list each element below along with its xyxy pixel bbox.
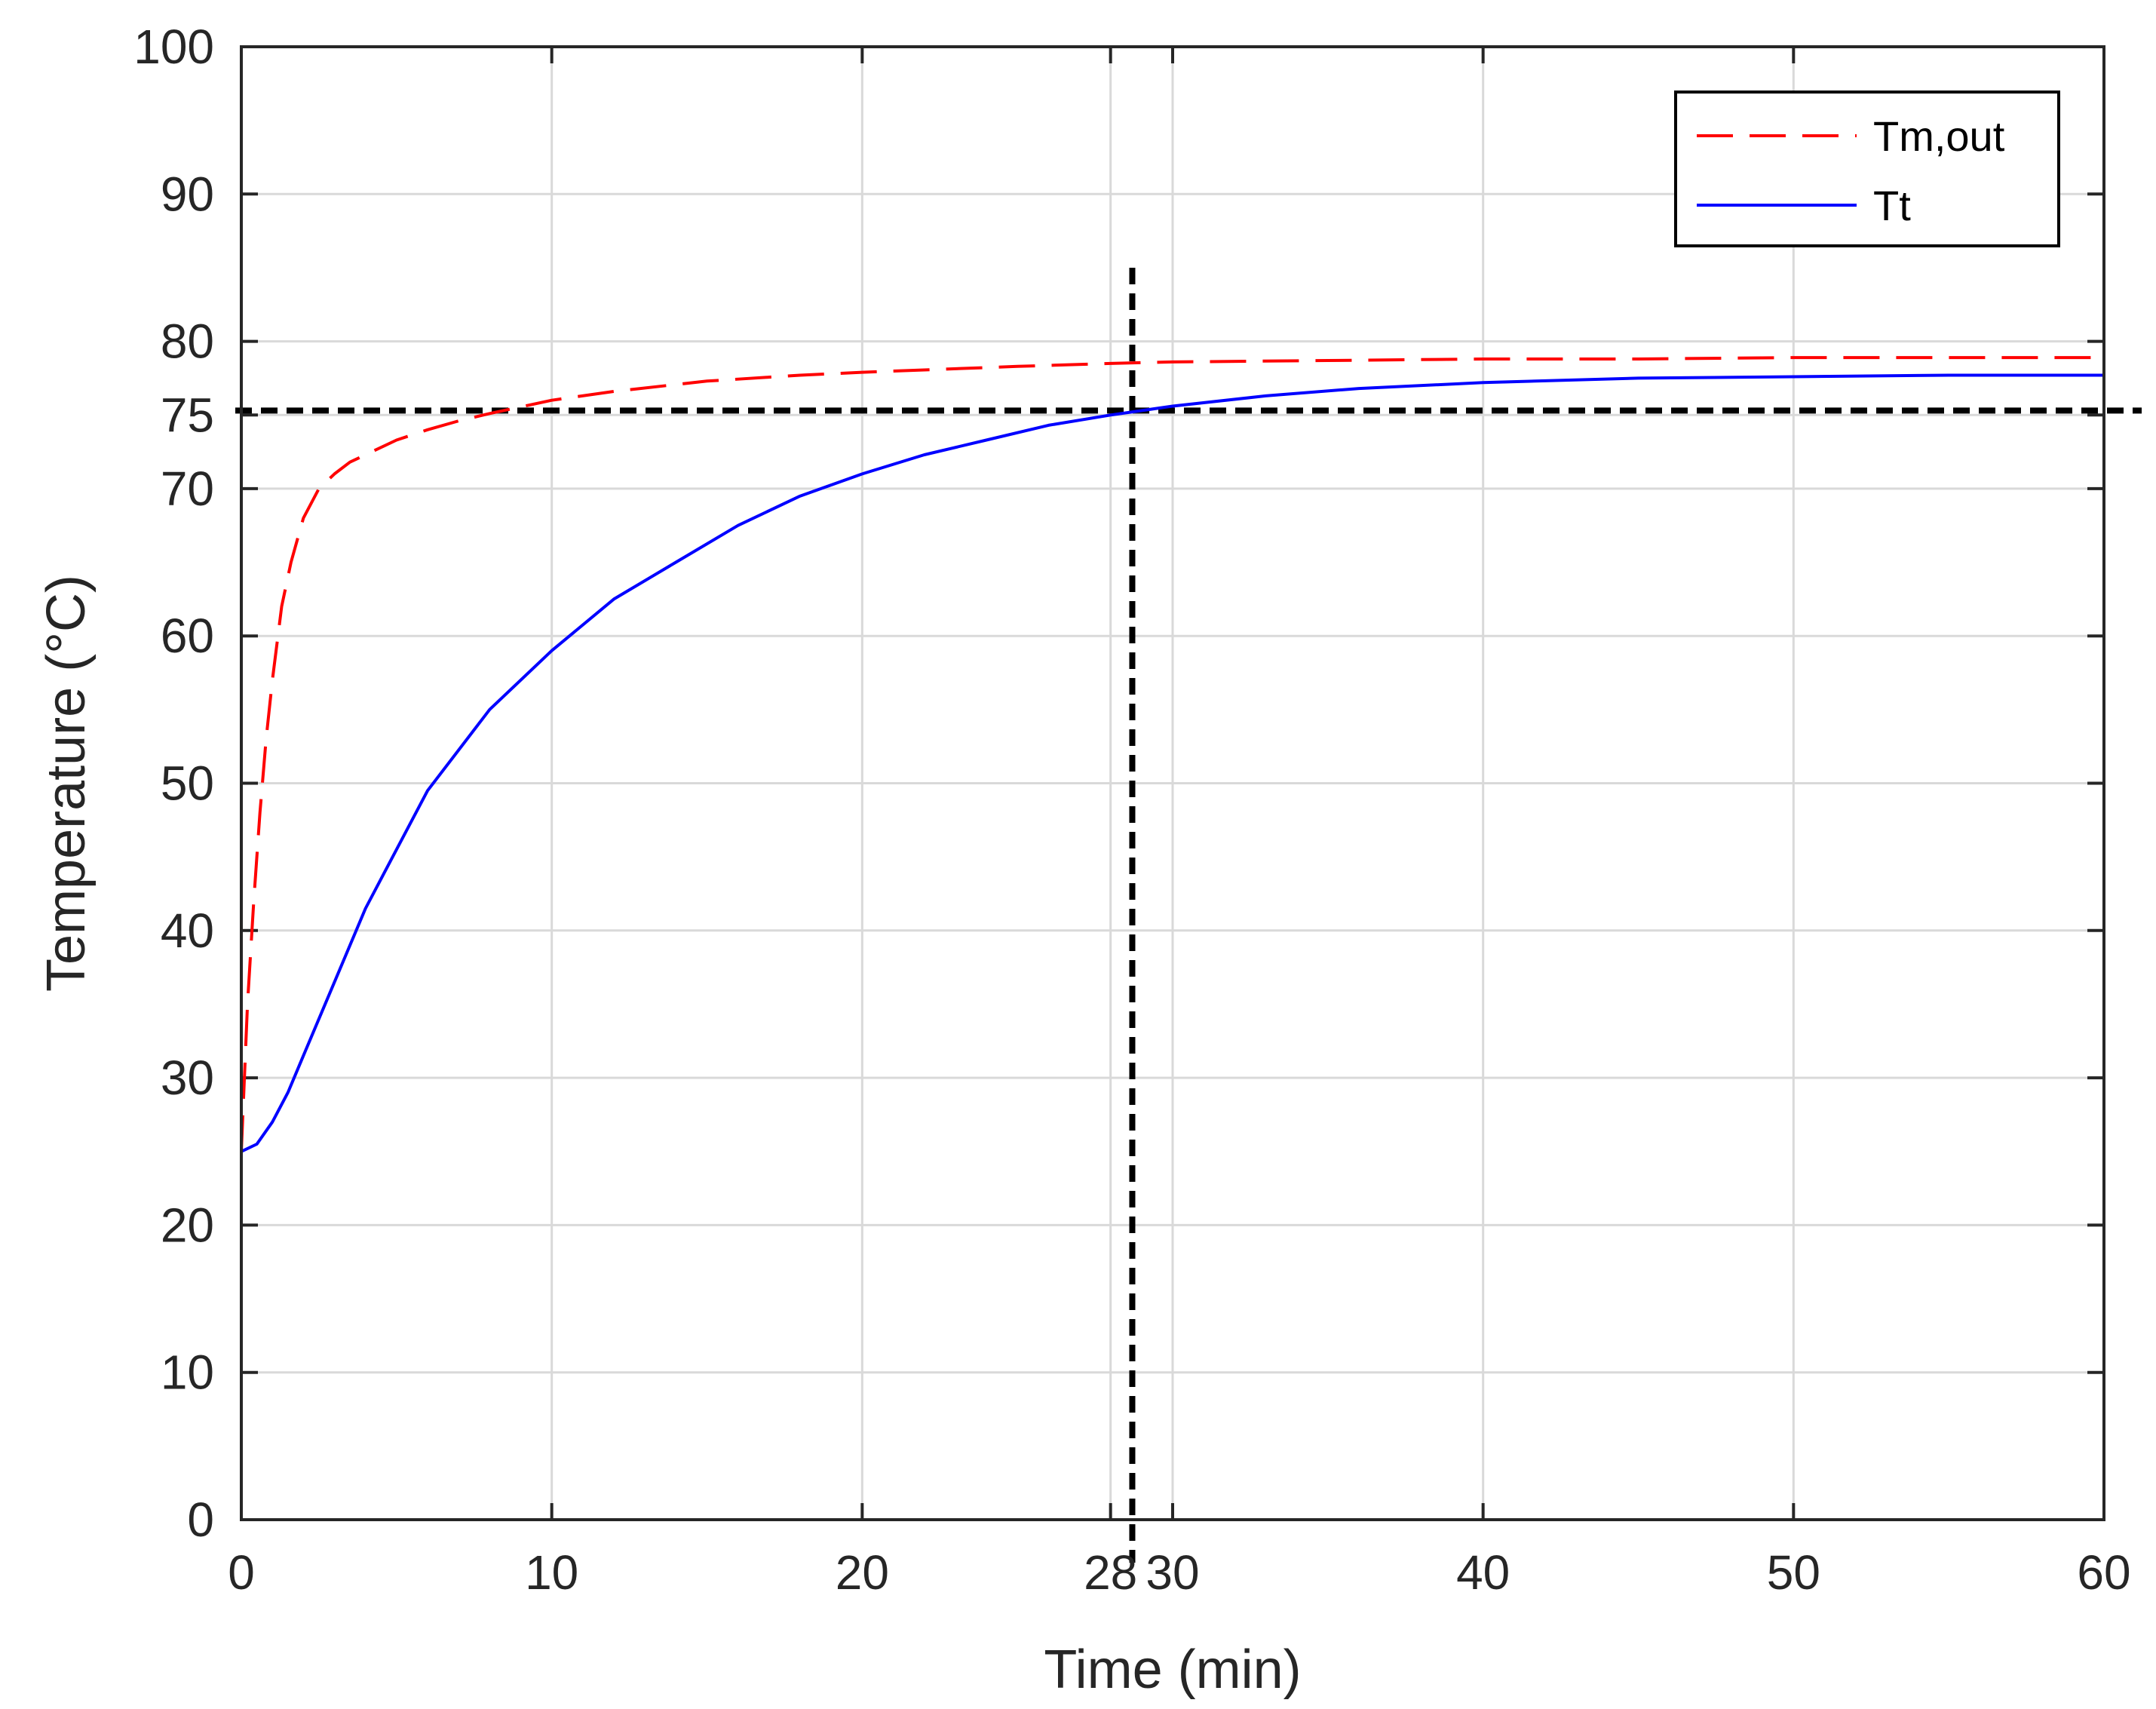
y-tick-label: 40 (161, 904, 214, 958)
legend: Tm,out Tt (1674, 91, 2060, 247)
y-tick-label: 0 (187, 1493, 214, 1547)
x-tick-label: 0 (228, 1545, 255, 1600)
y-tick-label: 70 (161, 462, 214, 516)
legend-label: Tm,out (1873, 112, 2005, 160)
x-tick-label: 40 (1456, 1545, 1510, 1600)
y-tick-label: 60 (161, 609, 214, 663)
legend-label: Tt (1873, 182, 1911, 229)
y-tick-label: 80 (161, 314, 214, 369)
series-line-tt (241, 373, 2104, 1153)
x-axis-title: Time (min) (1044, 1640, 1301, 1700)
series-line-tm-out (240, 356, 2104, 1152)
y-tick-label: 10 (161, 1345, 214, 1400)
series-group (240, 356, 2104, 1153)
x-tick-label: 30 (1145, 1545, 1199, 1600)
x-tick-label: 20 (836, 1545, 889, 1600)
y-axis-title: Temperature (°C) (36, 575, 97, 992)
x-tick-label: 60 (2077, 1545, 2130, 1600)
y-tick-label: 75 (161, 388, 214, 442)
axes-frame (240, 45, 2105, 1521)
y-tick-label: 50 (161, 756, 214, 811)
y-tick-label: 30 (161, 1051, 214, 1105)
y-tick-label: 90 (161, 167, 214, 221)
x-tick-label: 50 (1767, 1545, 1820, 1600)
legend-box (1674, 91, 2060, 247)
y-tick-label: 100 (133, 20, 214, 74)
y-tick-label: 20 (161, 1198, 214, 1252)
x-tick-label: 28 (1084, 1545, 1137, 1600)
reference-lines (235, 268, 2142, 1563)
x-tick-label: 10 (525, 1545, 578, 1600)
